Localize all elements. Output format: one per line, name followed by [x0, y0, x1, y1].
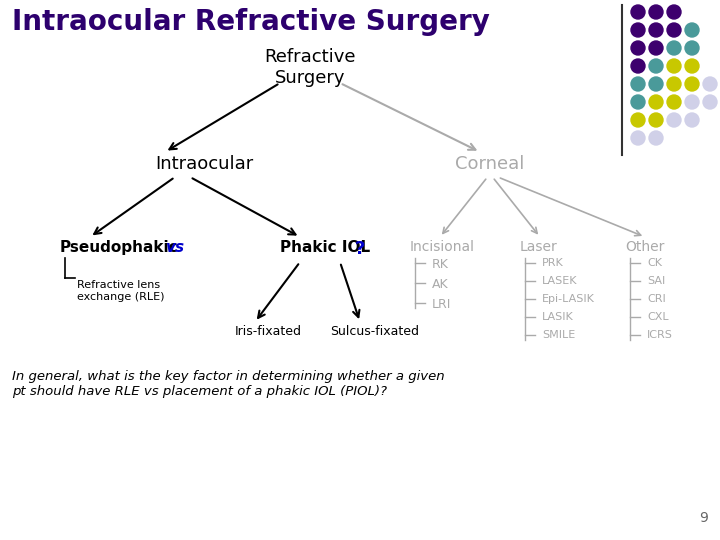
Text: Corneal: Corneal	[455, 155, 525, 173]
Text: Refractive
Surgery: Refractive Surgery	[264, 48, 356, 87]
Circle shape	[685, 113, 699, 127]
Text: Pseudophakic: Pseudophakic	[60, 240, 179, 255]
Text: CRI: CRI	[647, 294, 666, 304]
Text: Other: Other	[625, 240, 665, 254]
Text: ICRS: ICRS	[647, 330, 673, 340]
Text: SMILE: SMILE	[542, 330, 575, 340]
Circle shape	[649, 77, 663, 91]
Circle shape	[667, 113, 681, 127]
Text: CK: CK	[647, 258, 662, 268]
Circle shape	[649, 95, 663, 109]
Circle shape	[703, 77, 717, 91]
Circle shape	[631, 41, 645, 55]
Circle shape	[631, 59, 645, 73]
Text: PRK: PRK	[542, 258, 564, 268]
Circle shape	[649, 131, 663, 145]
Text: Intraocular Refractive Surgery: Intraocular Refractive Surgery	[12, 8, 490, 36]
Text: Phakic IOL: Phakic IOL	[280, 240, 370, 255]
Circle shape	[631, 5, 645, 19]
Circle shape	[631, 23, 645, 37]
Text: Incisional: Incisional	[410, 240, 475, 254]
Circle shape	[649, 5, 663, 19]
Circle shape	[667, 41, 681, 55]
Text: CXL: CXL	[647, 312, 669, 322]
Circle shape	[685, 95, 699, 109]
Text: Epi-LASIK: Epi-LASIK	[542, 294, 595, 304]
Text: In general, what is the key factor in determining whether a given
pt should have: In general, what is the key factor in de…	[12, 370, 445, 398]
Circle shape	[649, 23, 663, 37]
Circle shape	[667, 95, 681, 109]
Text: Refractive lens
exchange (RLE): Refractive lens exchange (RLE)	[77, 280, 164, 302]
Circle shape	[667, 23, 681, 37]
Text: 9: 9	[699, 511, 708, 525]
Circle shape	[685, 23, 699, 37]
Text: LRI: LRI	[432, 298, 451, 311]
Text: Sulcus-fixated: Sulcus-fixated	[330, 325, 419, 338]
Circle shape	[685, 41, 699, 55]
Circle shape	[667, 5, 681, 19]
Text: vs: vs	[165, 240, 184, 255]
Circle shape	[649, 113, 663, 127]
Text: ?: ?	[355, 240, 365, 258]
Text: LASIK: LASIK	[542, 312, 574, 322]
Circle shape	[685, 59, 699, 73]
Circle shape	[667, 77, 681, 91]
Circle shape	[631, 95, 645, 109]
Circle shape	[631, 131, 645, 145]
Circle shape	[685, 77, 699, 91]
Circle shape	[631, 77, 645, 91]
Circle shape	[649, 41, 663, 55]
Text: LASEK: LASEK	[542, 276, 577, 286]
Text: Laser: Laser	[520, 240, 558, 254]
Circle shape	[631, 113, 645, 127]
Text: Intraocular: Intraocular	[155, 155, 253, 173]
Circle shape	[667, 59, 681, 73]
Text: AK: AK	[432, 278, 449, 291]
Circle shape	[649, 59, 663, 73]
Text: SAI: SAI	[647, 276, 665, 286]
Text: Iris-fixated: Iris-fixated	[235, 325, 302, 338]
Text: RK: RK	[432, 258, 449, 271]
Circle shape	[703, 95, 717, 109]
